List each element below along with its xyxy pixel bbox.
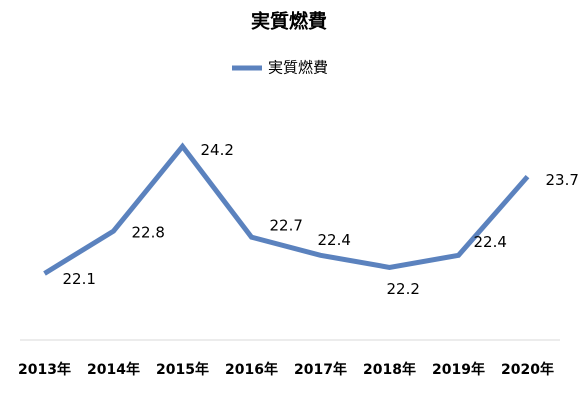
chart-title: 実質燃費	[251, 10, 327, 33]
legend-label: 実質燃費	[268, 59, 328, 77]
line	[43, 142, 530, 276]
data-label: 22.4	[318, 231, 351, 249]
data-label: 23.7	[546, 171, 579, 189]
x-tick-label: 2013年	[18, 361, 71, 378]
data-label: 22.1	[63, 270, 96, 288]
data-label: 22.4	[474, 233, 507, 251]
x-tick-label: 2018年	[363, 361, 416, 378]
data-label: 22.7	[270, 217, 303, 235]
data-label: 22.2	[387, 280, 420, 298]
x-tick-label: 2020年	[501, 361, 554, 378]
x-tick-label: 2019年	[432, 361, 485, 378]
x-tick-label: 2016年	[225, 361, 278, 378]
data-label: 24.2	[201, 141, 234, 159]
x-tick-label: 2015年	[156, 361, 209, 378]
x-tick-label: 2014年	[87, 361, 140, 378]
x-tick-label: 2017年	[294, 361, 347, 378]
data-label: 22.8	[132, 224, 165, 242]
